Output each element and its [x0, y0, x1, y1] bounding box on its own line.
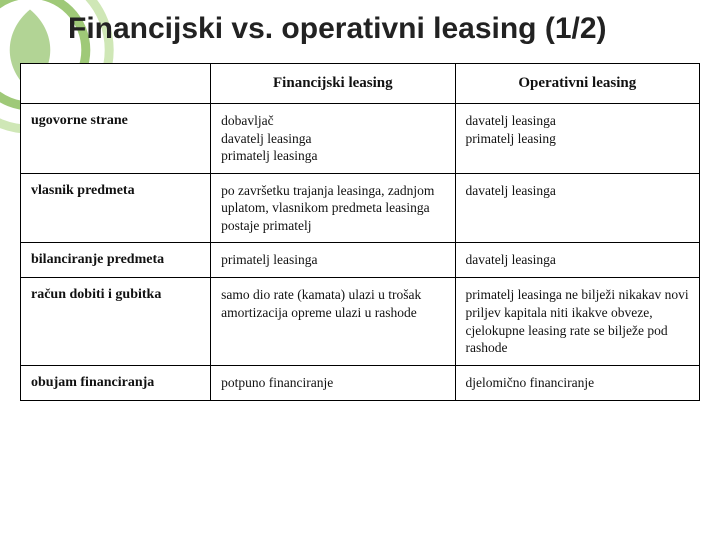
- row-cell: davatelj leasinga: [455, 243, 699, 278]
- header-operativni: Operativni leasing: [455, 63, 699, 104]
- row-label: vlasnik predmeta: [21, 173, 211, 243]
- row-label: bilanciranje predmeta: [21, 243, 211, 278]
- table-row: bilanciranje predmeta primatelj leasinga…: [21, 243, 700, 278]
- row-label: račun dobiti i gubitka: [21, 278, 211, 365]
- slide-title: Financijski vs. operativni leasing (1/2): [20, 12, 700, 47]
- row-cell: samo dio rate (kamata) ulazi u trošakamo…: [211, 278, 455, 365]
- row-cell: potpuno financiranje: [211, 365, 455, 400]
- table-row: vlasnik predmeta po završetku trajanja l…: [21, 173, 700, 243]
- row-cell: davatelj leasingaprimatelj leasing: [455, 104, 699, 174]
- row-label: ugovorne strane: [21, 104, 211, 174]
- header-empty: [21, 63, 211, 104]
- row-cell: davatelj leasinga: [455, 173, 699, 243]
- header-financijski: Financijski leasing: [211, 63, 455, 104]
- table-header-row: Financijski leasing Operativni leasing: [21, 63, 700, 104]
- row-cell: dobavljačdavatelj leasingaprimatelj leas…: [211, 104, 455, 174]
- slide: Financijski vs. operativni leasing (1/2)…: [0, 0, 720, 540]
- table-row: račun dobiti i gubitka samo dio rate (ka…: [21, 278, 700, 365]
- table-row: ugovorne strane dobavljačdavatelj leasin…: [21, 104, 700, 174]
- row-cell: primatelj leasinga ne bilježi nikakav no…: [455, 278, 699, 365]
- row-cell: primatelj leasinga: [211, 243, 455, 278]
- table-row: obujam financiranja potpuno financiranje…: [21, 365, 700, 400]
- comparison-table: Financijski leasing Operativni leasing u…: [20, 63, 700, 401]
- row-label: obujam financiranja: [21, 365, 211, 400]
- row-cell: djelomično financiranje: [455, 365, 699, 400]
- row-cell: po završetku trajanja leasinga, zadnjom …: [211, 173, 455, 243]
